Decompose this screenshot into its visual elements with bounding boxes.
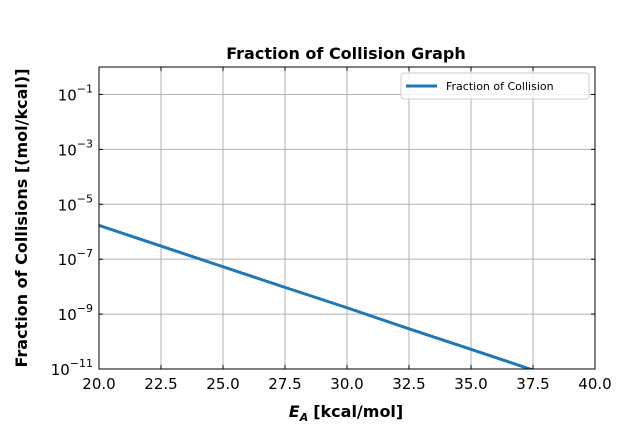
y-tick-exponent: −1 (77, 82, 93, 95)
x-tick-labels: 20.0 22.5 25.0 27.5 30.0 32.5 35.0 37.5 40.0 (82, 375, 611, 393)
x-tick-label: 30.0 (330, 375, 363, 393)
y-axis-label: Fraction of Collisions [(mol/kcal)] (12, 68, 31, 367)
y-tick-base: 10 (58, 86, 77, 104)
x-tick-label: 40.0 (578, 375, 611, 393)
y-tick-base: 10 (58, 196, 77, 214)
y-tick-exponent: −5 (77, 192, 93, 205)
x-tick-label: 27.5 (268, 375, 301, 393)
x-axis-label: EA [kcal/mol] (289, 402, 403, 424)
x-tick-label: 37.5 (516, 375, 549, 393)
y-tick-base: 10 (58, 141, 77, 159)
y-tick-base: 10 (51, 361, 70, 379)
x-tick-label: 25.0 (206, 375, 239, 393)
x-tick-label: 20.0 (82, 375, 115, 393)
x-axis-label-subscript: A (299, 411, 309, 424)
y-tick-label: 10−5 (58, 192, 93, 214)
y-tick-base: 10 (58, 251, 77, 269)
legend: Fraction of Collision (400, 72, 590, 100)
y-tick-label: 10−3 (58, 137, 93, 159)
series-layer (99, 223, 534, 369)
series-line-0 (99, 223, 534, 369)
x-tick-label: 22.5 (144, 375, 177, 393)
y-tick-exponent: −9 (77, 302, 93, 315)
y-tick-exponent: −11 (70, 357, 93, 370)
x-axis-label-unit: [kcal/mol] (313, 402, 403, 421)
chart-title: Fraction of Collision Graph (226, 44, 466, 63)
x-axis-label-symbol: E (289, 402, 300, 421)
y-tick-label: 10−1 (58, 82, 93, 104)
y-tick-label: 10−7 (58, 247, 93, 269)
y-tick-base: 10 (58, 306, 77, 324)
x-tick-label: 32.5 (392, 375, 425, 393)
y-tick-label: 10−11 (51, 357, 93, 379)
plot-frame (98, 66, 596, 370)
legend-label: Fraction of Collision (446, 80, 554, 93)
y-tick-label: 10−9 (58, 302, 93, 324)
legend-box (400, 72, 590, 100)
y-tick-exponent: −3 (77, 137, 93, 150)
x-tick-label: 35.0 (454, 375, 487, 393)
y-tick-exponent: −7 (77, 247, 93, 260)
